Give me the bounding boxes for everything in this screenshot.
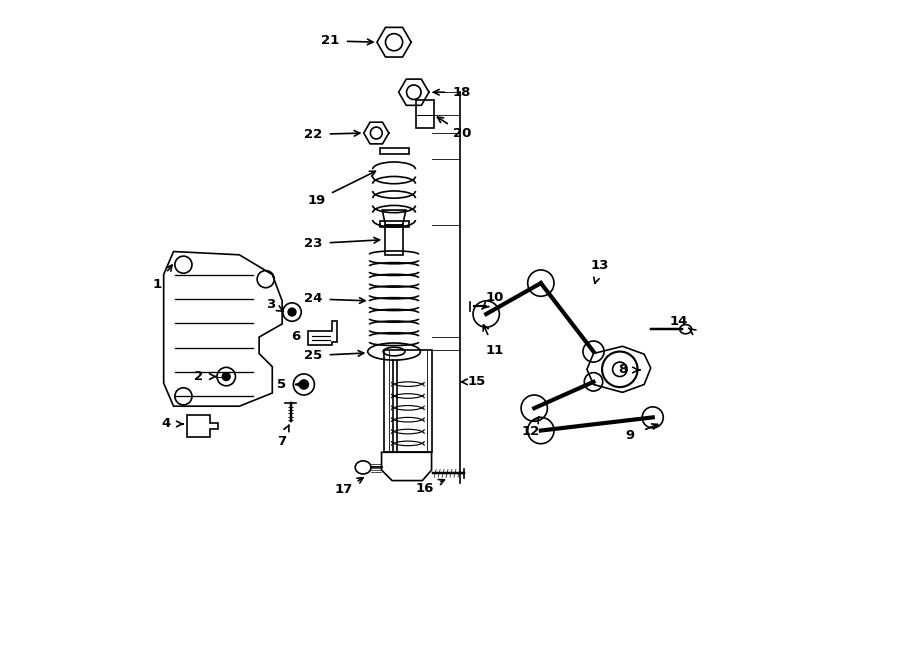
Text: 2: 2 xyxy=(194,370,203,383)
Text: 16: 16 xyxy=(416,482,434,495)
Circle shape xyxy=(288,308,296,316)
Text: 10: 10 xyxy=(486,291,504,304)
Text: 9: 9 xyxy=(626,429,634,442)
Circle shape xyxy=(300,380,309,389)
Bar xyxy=(385,225,402,254)
Text: 7: 7 xyxy=(277,434,286,447)
Text: 17: 17 xyxy=(334,483,353,496)
Text: 3: 3 xyxy=(266,297,275,311)
Text: 23: 23 xyxy=(304,237,322,250)
Text: 6: 6 xyxy=(291,330,300,343)
Text: 4: 4 xyxy=(161,418,170,430)
Bar xyxy=(380,148,409,154)
Circle shape xyxy=(222,373,230,381)
Text: 20: 20 xyxy=(453,126,471,139)
Text: 18: 18 xyxy=(453,86,471,98)
Text: 1: 1 xyxy=(152,278,162,291)
Text: 19: 19 xyxy=(308,194,326,207)
Text: 21: 21 xyxy=(321,34,339,48)
Bar xyxy=(416,100,434,128)
Text: 14: 14 xyxy=(670,315,688,328)
Text: 13: 13 xyxy=(591,260,609,272)
Text: 24: 24 xyxy=(304,292,322,305)
Text: 12: 12 xyxy=(521,426,539,438)
Bar xyxy=(380,221,409,227)
Text: 8: 8 xyxy=(617,364,627,377)
Text: 11: 11 xyxy=(486,344,504,357)
Text: 15: 15 xyxy=(467,375,485,389)
Bar xyxy=(384,350,432,452)
Text: 22: 22 xyxy=(304,128,322,141)
Text: 25: 25 xyxy=(304,349,322,362)
Text: 5: 5 xyxy=(277,378,286,391)
